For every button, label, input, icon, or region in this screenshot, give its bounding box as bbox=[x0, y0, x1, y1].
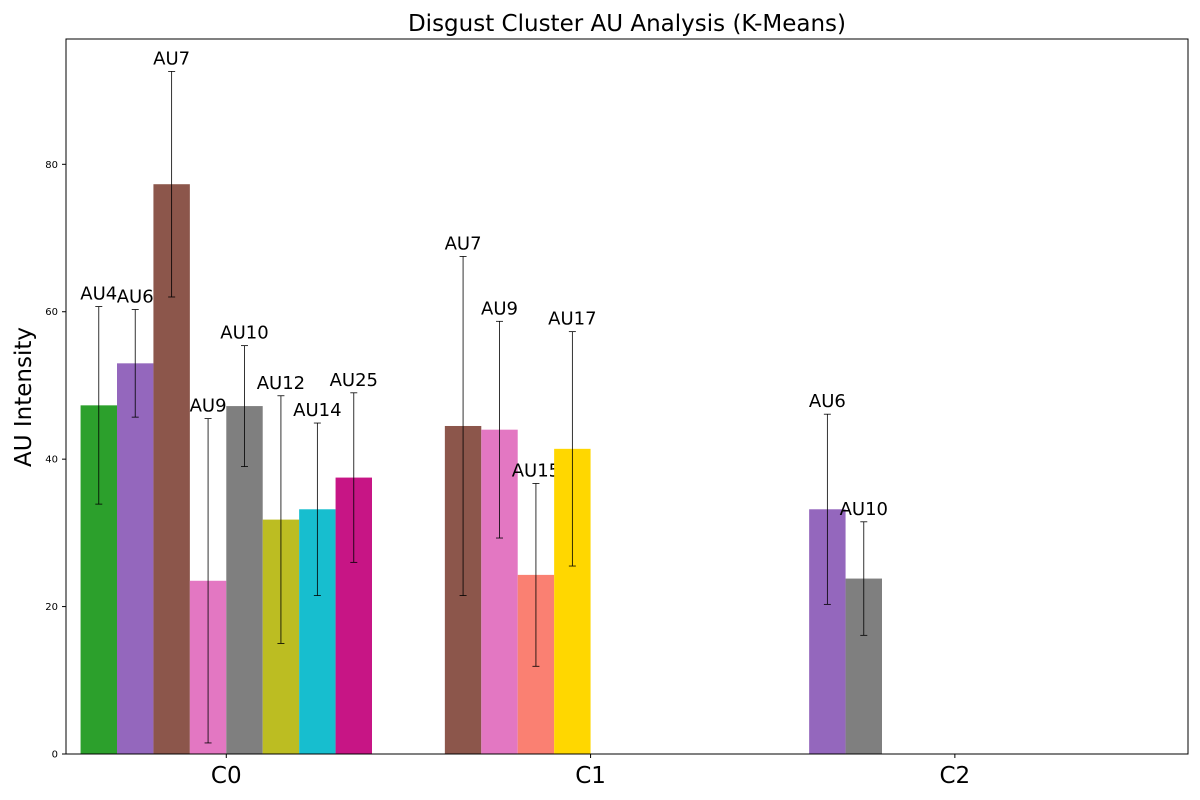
y-tick-label: 40 bbox=[45, 455, 58, 466]
y-tick-label: 0 bbox=[52, 750, 58, 761]
bar-label: AU9 bbox=[190, 396, 227, 417]
bar-label: AU7 bbox=[445, 233, 482, 254]
bar-label: AU25 bbox=[330, 370, 378, 391]
y-axis-label: AU Intensity bbox=[11, 327, 37, 467]
chart-title: Disgust Cluster AU Analysis (K-Means) bbox=[408, 11, 846, 37]
bar-label: AU9 bbox=[481, 298, 518, 319]
bar-label: AU7 bbox=[153, 48, 190, 69]
x-tick-label: C2 bbox=[940, 763, 971, 789]
bar-label: AU10 bbox=[220, 323, 268, 344]
bar-label: AU10 bbox=[840, 499, 888, 520]
x-tick-label: C0 bbox=[211, 763, 242, 789]
y-tick-label: 20 bbox=[45, 602, 58, 613]
bar-label: AU15 bbox=[512, 460, 560, 481]
x-tick-label: C1 bbox=[575, 763, 606, 789]
bar-label: AU14 bbox=[293, 400, 341, 421]
bar-label: AU4 bbox=[80, 284, 117, 305]
bar-label: AU17 bbox=[548, 309, 596, 330]
bar-label: AU6 bbox=[117, 287, 154, 308]
bar-label: AU6 bbox=[809, 391, 846, 412]
y-tick-label: 80 bbox=[45, 160, 58, 171]
bar-label: AU12 bbox=[257, 373, 305, 394]
bar-c0-au6 bbox=[117, 363, 154, 754]
y-tick-label: 60 bbox=[45, 307, 58, 318]
plot-frame bbox=[65, 38, 1189, 755]
